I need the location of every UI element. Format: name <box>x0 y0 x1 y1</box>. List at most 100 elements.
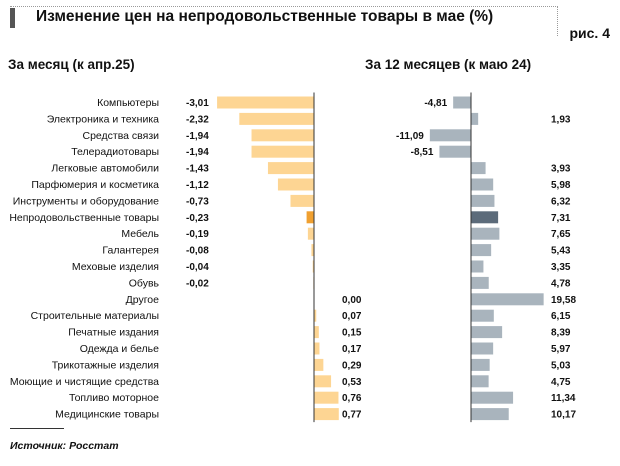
monthly-value-label: 0,29 <box>342 360 362 371</box>
yearly-bar <box>471 358 490 371</box>
yearly-bar <box>471 276 489 289</box>
yearly-bar <box>471 326 503 339</box>
yearly-value-label: 6,32 <box>551 196 571 207</box>
yearly-value-label: 10,17 <box>551 410 576 421</box>
monthly-bar <box>267 162 314 175</box>
yearly-value-label: 5,03 <box>551 360 571 371</box>
monthly-bar <box>314 375 332 388</box>
category-label: Электроника и техника <box>47 113 159 125</box>
monthly-value-label: 0,77 <box>342 410 362 421</box>
category-label: Инструменты и оборудование <box>13 195 159 207</box>
yearly-value-label: 19,58 <box>551 295 576 306</box>
category-label: Компьютеры <box>97 97 159 109</box>
yearly-bar <box>471 227 500 240</box>
monthly-value-label: -1,94 <box>186 131 209 142</box>
source-divider <box>10 428 64 429</box>
monthly-value-label: -2,32 <box>186 114 209 125</box>
yearly-bar <box>471 408 509 421</box>
category-label: Одежда и белье <box>80 343 159 355</box>
category-label: Моющие и чистящие средства <box>10 376 159 388</box>
monthly-value-label: -1,43 <box>186 164 209 175</box>
yearly-panel-title: За 12 месяцев (к маю 24) <box>365 57 532 72</box>
monthly-value-label: 0,76 <box>342 393 362 404</box>
monthly-bar <box>312 260 314 273</box>
monthly-bar <box>311 244 314 257</box>
yearly-bar <box>471 309 494 322</box>
yearly-bar <box>471 260 484 273</box>
monthly-bar <box>307 227 314 240</box>
yearly-value-label: 4,78 <box>551 278 571 289</box>
yearly-value-label: 5,98 <box>551 180 571 191</box>
monthly-value-label: -0,73 <box>186 196 209 207</box>
yearly-bar <box>471 162 486 175</box>
yearly-bar <box>439 145 471 158</box>
monthly-value-label: -0,08 <box>186 246 209 257</box>
yearly-value-label: 3,35 <box>551 262 571 273</box>
monthly-value-label: 0,17 <box>342 344 362 355</box>
category-label: Меховые изделия <box>72 261 159 273</box>
monthly-bar <box>314 309 317 322</box>
yearly-value-label: 3,93 <box>551 164 571 175</box>
monthly-value-label: 0,15 <box>342 328 362 339</box>
yearly-value-label: 4,75 <box>551 377 571 388</box>
monthly-value-label: -0,02 <box>186 278 209 289</box>
category-label: Топливо моторное <box>69 392 159 404</box>
category-label: Строительные материалы <box>31 310 159 322</box>
yearly-value-label: 5,97 <box>551 344 571 355</box>
yearly-bar <box>453 96 471 109</box>
category-label: Трикотажные изделия <box>52 359 159 371</box>
yearly-value-label: 8,39 <box>551 328 571 339</box>
yearly-value-label: 7,65 <box>551 229 571 240</box>
monthly-bar <box>314 408 339 421</box>
category-label: Галантерея <box>102 245 159 257</box>
title-frame <box>10 6 558 36</box>
yearly-bar <box>471 178 494 191</box>
yearly-value-label: -4,81 <box>424 98 447 109</box>
monthly-value-label: -0,04 <box>186 262 209 273</box>
monthly-bar <box>314 358 324 371</box>
yearly-bar <box>471 375 489 388</box>
monthly-bar <box>217 96 314 109</box>
monthly-value-label: -0,23 <box>186 213 209 224</box>
yearly-bar <box>471 342 494 355</box>
monthly-bar <box>314 391 339 404</box>
monthly-value-label: -0,19 <box>186 229 209 240</box>
monthly-value-label: 0,00 <box>342 295 362 306</box>
yearly-value-label: 7,31 <box>551 213 571 224</box>
monthly-bar <box>251 145 314 158</box>
monthly-bar <box>314 326 319 339</box>
monthly-bar <box>306 211 314 224</box>
figure-label: рис. 4 <box>569 25 610 41</box>
yearly-value-label: 11,34 <box>551 393 576 404</box>
chart-title: Изменение цен на непродовольственные тов… <box>36 8 494 25</box>
category-label: Печатные издания <box>68 327 159 339</box>
yearly-value-label: 5,43 <box>551 246 571 257</box>
yearly-bar <box>429 129 471 142</box>
yearly-bar <box>471 244 492 257</box>
category-label: Другое <box>126 294 160 306</box>
category-label: Обувь <box>129 277 160 289</box>
yearly-bar <box>471 211 499 224</box>
monthly-bar <box>251 129 314 142</box>
source-note: Источник: Росстат <box>10 440 119 452</box>
category-label: Парфюмерия и косметика <box>31 179 159 191</box>
yearly-bar <box>471 112 479 125</box>
yearly-bar <box>471 194 495 207</box>
monthly-bar <box>239 112 314 125</box>
monthly-bar <box>277 178 314 191</box>
monthly-panel-title: За месяц (к апр.25) <box>8 57 135 72</box>
monthly-value-label: 0,53 <box>342 377 362 388</box>
monthly-value-label: -1,94 <box>186 147 209 158</box>
monthly-bar <box>290 194 314 207</box>
yearly-value-label: 1,93 <box>551 114 571 125</box>
category-label: Телерадиотовары <box>71 146 159 158</box>
title-marker <box>10 8 15 28</box>
category-label: Мебель <box>121 228 159 240</box>
category-label: Средства связи <box>82 130 159 142</box>
yearly-value-label: -11,09 <box>396 131 424 142</box>
yearly-value-label: 6,15 <box>551 311 571 322</box>
monthly-value-label: 0,07 <box>342 311 362 322</box>
yearly-value-label: -8,51 <box>411 147 434 158</box>
monthly-value-label: -3,01 <box>186 98 209 109</box>
